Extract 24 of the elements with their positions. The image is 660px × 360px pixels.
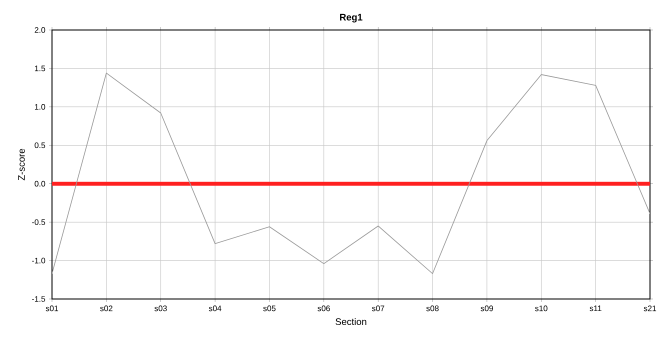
x-axis-title: Section	[336, 318, 366, 326]
y-tick-label: 2.0	[34, 27, 46, 33]
y-tick-label: -1.0	[32, 258, 46, 264]
y-tick-label: 0.5	[34, 142, 46, 148]
x-tick-label: s09	[480, 306, 493, 312]
y-axis-title: Z-score	[18, 148, 25, 180]
x-tick-label: s05	[263, 306, 276, 312]
x-tick-label: s04	[208, 306, 222, 312]
line-series	[52, 72, 650, 274]
y-tick-label: -1.5	[32, 296, 46, 302]
x-tick-label: s06	[318, 306, 330, 312]
x-tick-label: s21	[644, 306, 656, 312]
chart-title: Reg1	[340, 14, 362, 22]
x-tick-label: s02	[100, 306, 112, 312]
x-tick-label: s07	[372, 306, 384, 312]
y-tick-label: 1.5	[34, 66, 46, 72]
y-tick-label: 1.0	[34, 104, 46, 110]
x-tick-label: s10	[535, 306, 548, 312]
x-tick-label: s08	[426, 306, 439, 312]
x-tick-label: s01	[46, 306, 58, 312]
y-tick-label: -0.5	[32, 219, 46, 225]
y-tick-label: 0.0	[34, 180, 46, 187]
x-tick-label: s11	[590, 306, 602, 312]
x-tick-label: s03	[154, 306, 167, 312]
